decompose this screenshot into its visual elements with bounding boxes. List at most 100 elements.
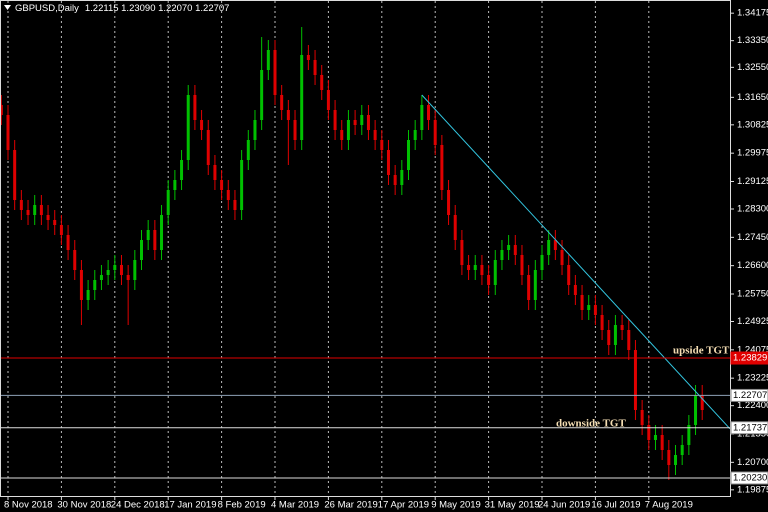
- candle-body: [667, 450, 671, 465]
- x-tick-label: 24 Jun 2019: [538, 500, 590, 511]
- y-tick-label: 1.27450: [737, 232, 768, 243]
- candle-body: [694, 395, 698, 425]
- candle-body: [266, 50, 270, 70]
- y-tick-label: 1.30825: [737, 119, 768, 130]
- x-tick-label: 7 Aug 2019: [645, 500, 693, 511]
- candle-body: [393, 175, 397, 185]
- candle-body: [653, 435, 657, 440]
- candle-body: [373, 130, 377, 140]
- candle-body: [19, 200, 23, 210]
- candle-body: [226, 190, 230, 200]
- candle-body: [453, 215, 457, 240]
- symbol: GBPUSD,Daily: [15, 3, 79, 14]
- candle-body: [73, 250, 77, 270]
- y-tick-label: 1.28300: [737, 204, 768, 215]
- candle-body: [313, 60, 317, 75]
- candle-body: [33, 205, 37, 215]
- candle-body: [467, 265, 471, 270]
- candle-body: [647, 425, 651, 440]
- candle-body: [153, 230, 157, 250]
- candle-body: [200, 120, 204, 130]
- candle-body: [527, 275, 531, 300]
- candle-body: [126, 275, 130, 280]
- candle-body: [660, 435, 664, 450]
- candle-body: [146, 230, 150, 240]
- candle-body: [93, 280, 97, 290]
- level-label: 1.20230: [733, 473, 767, 484]
- y-tick-label: 1.20700: [737, 457, 768, 468]
- candle-body: [333, 110, 337, 130]
- y-tick-label: 1.33350: [737, 35, 768, 46]
- candle-body: [680, 445, 684, 455]
- candle-body: [53, 220, 57, 225]
- x-tick-label: 17 Jan 2019: [164, 500, 216, 511]
- x-tick-label: 8 Feb 2019: [218, 500, 266, 511]
- y-tick-label: 1.26600: [737, 260, 768, 271]
- candle-body: [386, 150, 390, 175]
- candle-body: [39, 205, 43, 215]
- candle-body: [59, 225, 63, 235]
- candle-body: [353, 120, 357, 125]
- candle-body: [633, 350, 637, 410]
- x-tick-label: 26 Mar 2019: [324, 500, 377, 511]
- x-tick-label: 4 Mar 2019: [271, 500, 319, 511]
- candle-body: [520, 255, 524, 275]
- candle-body: [133, 260, 137, 280]
- candle-body: [593, 305, 597, 315]
- candle-body: [340, 130, 344, 140]
- candle-body: [300, 55, 304, 140]
- candle-body: [600, 315, 604, 330]
- candle-body: [306, 55, 310, 60]
- candle-body: [119, 265, 123, 275]
- candle-body: [0, 105, 3, 115]
- candle-body: [46, 215, 50, 220]
- candle-body: [173, 180, 177, 190]
- candle-body: [553, 240, 557, 250]
- y-tick-label: 1.34175: [737, 8, 768, 19]
- candle-body: [480, 265, 484, 275]
- y-tick-label: 1.24075: [737, 344, 768, 355]
- level-label: 1.21737: [733, 422, 767, 433]
- candle-body: [346, 120, 350, 140]
- candle-body: [380, 140, 384, 150]
- candle-body: [140, 240, 143, 260]
- x-tick-label: 16 Jul 2019: [591, 500, 640, 511]
- level-label: 1.23829: [733, 353, 767, 364]
- y-tick-label: 1.23225: [737, 373, 768, 384]
- candle-body: [233, 200, 237, 210]
- candle-body: [6, 115, 10, 150]
- y-tick-label: 1.29125: [737, 176, 768, 187]
- candle-body: [407, 140, 410, 170]
- ohlc: 1.22115 1.23090 1.22070 1.22707: [85, 3, 230, 14]
- candle-body: [447, 190, 451, 215]
- y-tick-label: 1.19875: [737, 484, 768, 495]
- candle-body: [433, 120, 437, 145]
- y-tick-label: 1.32550: [737, 62, 768, 73]
- candle-body: [560, 250, 564, 265]
- y-tick-label: 1.25750: [737, 289, 768, 300]
- candle-body: [613, 325, 617, 345]
- candle-body: [166, 190, 170, 215]
- candle-body: [280, 95, 284, 110]
- candle-body: [460, 240, 464, 265]
- level-box: [730, 471, 768, 485]
- y-tick-label: 1.29975: [737, 148, 768, 159]
- candle-body: [240, 160, 244, 210]
- candle-body: [700, 395, 704, 410]
- candle-body: [180, 160, 184, 180]
- candle-body: [400, 170, 404, 185]
- x-tick-label: 9 May 2019: [431, 500, 481, 511]
- x-tick-label: 24 Dec 2018: [111, 500, 165, 511]
- candle-body: [66, 235, 70, 250]
- candle-body: [106, 270, 110, 275]
- candle-body: [507, 245, 511, 250]
- plot: [0, 1, 731, 496]
- candle-body: [13, 150, 17, 200]
- candle-body: [420, 105, 424, 130]
- candle-body: [487, 275, 491, 285]
- candle-body: [286, 110, 290, 120]
- menu-arrow[interactable]: [4, 5, 11, 10]
- frame: [0, 0, 731, 497]
- y-tick-label: 1.22400: [737, 400, 768, 411]
